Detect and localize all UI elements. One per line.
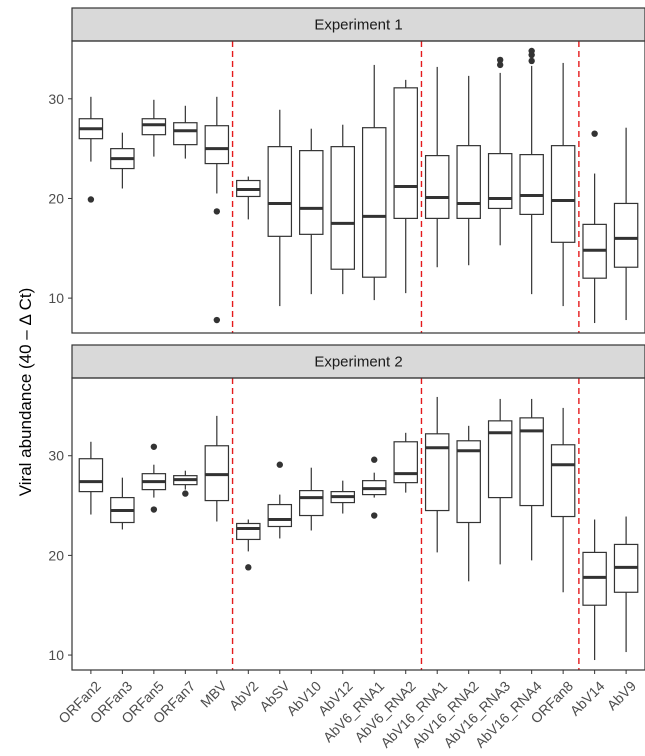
- panel-border: [71, 377, 645, 671]
- outlier-point: [496, 61, 504, 69]
- x-axis: ORFan2ORFan3ORFan5ORFan7MBVAbV2AbSVAbV10…: [55, 670, 639, 751]
- iqr-box: [550, 444, 576, 518]
- iqr-box: [393, 441, 418, 484]
- box-AbV16_RNA2: [456, 75, 481, 266]
- box-AbSV: [267, 109, 293, 307]
- outlier-point: [528, 57, 535, 65]
- box-ORFan7: [173, 470, 198, 497]
- y-tick-label: 30: [48, 448, 64, 464]
- iqr-box: [424, 155, 450, 219]
- box-ORFan5: [141, 99, 167, 157]
- box-AbV16_RNA4: [519, 47, 544, 295]
- y-tick-label: 10: [48, 647, 64, 663]
- box-AbV12: [330, 124, 356, 295]
- iqr-box: [487, 153, 513, 210]
- box-ORFan8: [550, 407, 576, 593]
- box-MBV: [204, 96, 230, 324]
- box-AbV10: [299, 128, 324, 295]
- iqr-box: [361, 127, 387, 278]
- outlier-point: [371, 512, 378, 519]
- iqr-box: [519, 417, 544, 507]
- box-AbSV: [267, 461, 293, 539]
- box-AbV2: [236, 519, 261, 571]
- box-AbV9: [613, 127, 639, 321]
- iqr-box: [393, 87, 418, 219]
- iqr-box: [456, 145, 481, 219]
- iqr-box: [173, 122, 198, 146]
- iqr-box: [141, 118, 167, 136]
- x-tick-label: AbV14: [567, 678, 608, 719]
- iqr-box: [519, 154, 544, 216]
- iqr-box: [487, 420, 513, 499]
- panel-2: Experiment 2 10 20 30: [48, 344, 645, 671]
- outlier-point: [87, 196, 95, 203]
- iqr-box: [299, 490, 324, 517]
- x-tick-label: MBV: [197, 677, 230, 710]
- panels-layer: Experiment 1 10 20 30 Experiment 2 10 20 30: [48, 7, 645, 671]
- iqr-box: [456, 440, 481, 524]
- outlier-point: [150, 443, 158, 450]
- outlier-point: [245, 564, 252, 571]
- box-AbV14: [582, 519, 607, 661]
- outlier-point: [591, 130, 598, 137]
- outlier-point: [213, 208, 221, 215]
- x-tick-label: AbV10: [283, 678, 324, 719]
- box-AbV6_RNA1: [361, 456, 387, 519]
- box-AbV6_RNA2: [393, 432, 418, 493]
- iqr-box: [267, 503, 293, 528]
- iqr-box: [550, 145, 576, 243]
- outlier-point: [150, 506, 158, 513]
- box-ORFan5: [141, 443, 167, 513]
- outlier-point: [371, 456, 378, 463]
- iqr-box: [236, 522, 261, 541]
- box-AbV14: [582, 130, 607, 324]
- y-tick-label: 30: [48, 91, 64, 107]
- outlier-point: [213, 316, 221, 324]
- x-tick-label: AbV9: [604, 678, 640, 714]
- iqr-box: [299, 150, 324, 235]
- iqr-box: [204, 125, 230, 165]
- box-MBV: [204, 415, 230, 522]
- outlier-point: [496, 56, 504, 64]
- box-ORFan8: [550, 62, 576, 307]
- box-ORFan2: [78, 96, 104, 203]
- box-AbV16_RNA4: [519, 398, 544, 561]
- panel-title: Experiment 2: [314, 354, 402, 371]
- box-AbV16_RNA3: [487, 398, 513, 565]
- y-axis-title: Viral abundance (40 – Δ Ct): [16, 288, 35, 497]
- box-AbV6_RNA1: [361, 64, 387, 301]
- y-tick-label: 10: [48, 290, 64, 306]
- panel-border: [71, 40, 645, 334]
- iqr-box: [78, 458, 104, 493]
- box-AbV12: [330, 480, 356, 514]
- box-AbV10: [299, 467, 324, 531]
- panel-strip: [71, 7, 645, 42]
- box-AbV16_RNA2: [456, 425, 481, 582]
- box-AbV16_RNA3: [487, 56, 513, 246]
- iqr-box: [613, 202, 639, 268]
- box-AbV16_RNA1: [424, 66, 450, 268]
- x-tick-label: AbV2: [226, 678, 262, 714]
- iqr-box: [267, 146, 293, 237]
- box-AbV6_RNA2: [393, 79, 418, 294]
- box-ORFan3: [110, 132, 135, 189]
- iqr-box: [424, 433, 450, 512]
- y-tick-label: 20: [48, 547, 64, 563]
- box-AbV9: [613, 516, 639, 653]
- outlier-point: [182, 490, 189, 497]
- y-tick-label: 20: [48, 190, 64, 206]
- box-ORFan2: [78, 441, 104, 515]
- outlier-point: [276, 461, 283, 468]
- panel-title: Experiment 1: [314, 17, 402, 34]
- panel-1: Experiment 1 10 20 30: [48, 7, 645, 334]
- box-AbV2: [236, 176, 261, 220]
- box-ORFan3: [110, 477, 135, 530]
- outlier-point: [528, 47, 535, 55]
- iqr-box: [330, 146, 356, 270]
- box-AbV16_RNA1: [424, 396, 450, 553]
- panel-strip: [71, 344, 645, 379]
- box-ORFan7: [173, 105, 198, 159]
